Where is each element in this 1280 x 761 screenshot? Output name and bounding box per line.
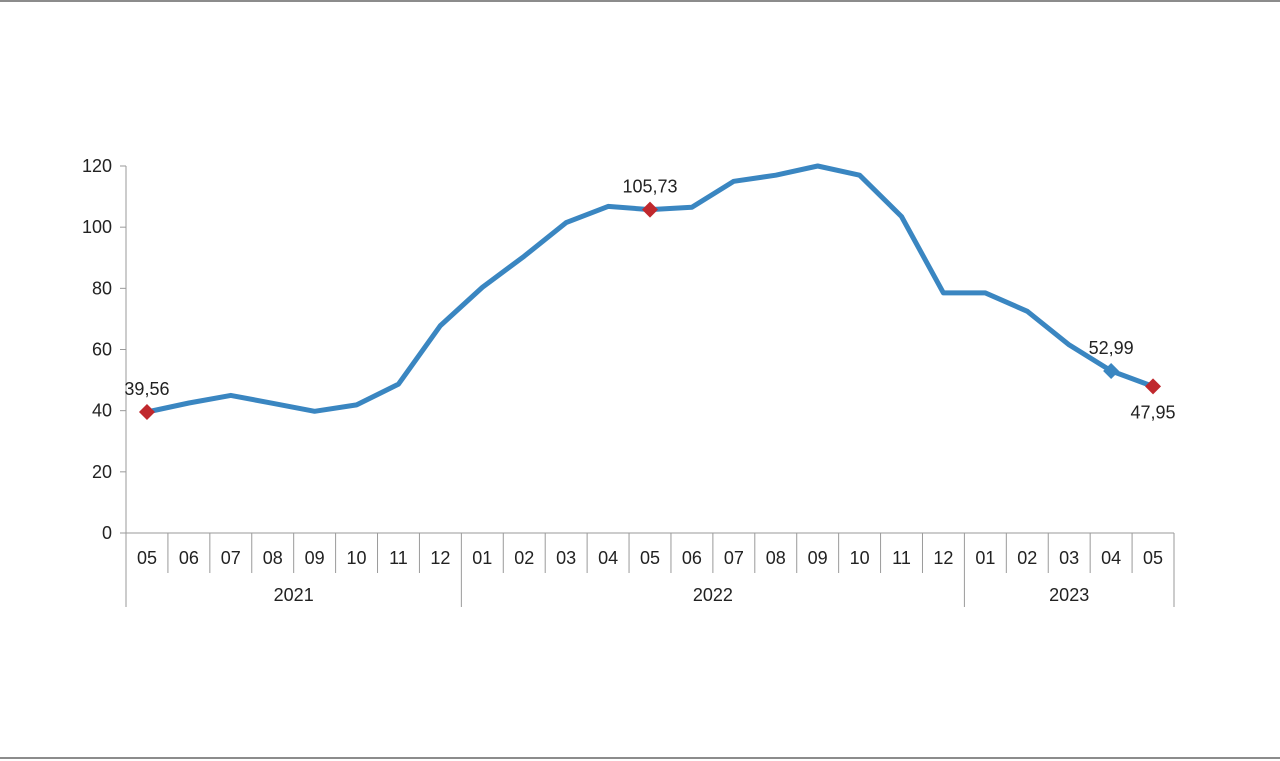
y-tick-label: 60 <box>92 340 112 360</box>
x-tick-label: 03 <box>556 548 576 568</box>
x-tick-label: 08 <box>263 548 283 568</box>
x-tick-label: 10 <box>347 548 367 568</box>
x-tick-label: 07 <box>724 548 744 568</box>
x-axis: 05 06 07 08 09 10 11 12 01 02 03 04 05 06 07 08 09 10 11 12… <box>125 532 1175 607</box>
x-tick-label: 02 <box>514 548 534 568</box>
data-label: 47,95 <box>1131 402 1176 422</box>
x-tick-label: 06 <box>179 548 199 568</box>
x-tick-label: 01 <box>472 548 492 568</box>
x-tick-label: 09 <box>808 548 828 568</box>
x-tick-label: 04 <box>598 548 618 568</box>
y-tick-label: 80 <box>92 278 112 298</box>
x-tick-label: 07 <box>221 548 241 568</box>
y-tick-label: 100 <box>82 217 112 237</box>
x-tick-label: 09 <box>305 548 325 568</box>
x-tick-label: 02 <box>1017 548 1037 568</box>
x-tick-label: 05 <box>1143 548 1163 568</box>
x-tick-label: 06 <box>682 548 702 568</box>
y-tick-label: 0 <box>102 523 112 543</box>
x-tick-label: 11 <box>389 548 408 568</box>
x-year-label: 2023 <box>1049 585 1089 605</box>
data-label: 39,56 <box>124 379 169 399</box>
data-point-marker <box>1103 362 1120 379</box>
y-axis: 0 20 40 60 80 100 120 <box>82 156 127 543</box>
x-tick-label: 10 <box>850 548 870 568</box>
data-label: 52,99 <box>1089 338 1134 358</box>
marker-layer: 39,56 105,73 52,99 47,95 <box>124 177 1175 423</box>
x-tick-label: 03 <box>1059 548 1079 568</box>
data-point-marker <box>1145 378 1162 395</box>
x-tick-label: 01 <box>975 548 995 568</box>
x-year-label: 2022 <box>693 585 733 605</box>
data-point-marker <box>642 201 658 218</box>
x-tick-label: 05 <box>640 548 660 568</box>
x-tick-label: 04 <box>1101 548 1121 568</box>
y-tick-label: 120 <box>82 156 112 176</box>
data-point-marker <box>138 404 155 421</box>
data-label: 105,73 <box>622 177 677 197</box>
x-tick-label: 11 <box>892 548 911 568</box>
x-tick-label: 12 <box>933 548 953 568</box>
y-tick-label: 20 <box>92 462 112 482</box>
x-tick-label: 05 <box>137 548 157 568</box>
x-tick-label: 08 <box>766 548 786 568</box>
x-year-label: 2021 <box>274 585 314 605</box>
x-tick-label: 12 <box>430 548 450 568</box>
y-tick-label: 40 <box>92 401 112 421</box>
